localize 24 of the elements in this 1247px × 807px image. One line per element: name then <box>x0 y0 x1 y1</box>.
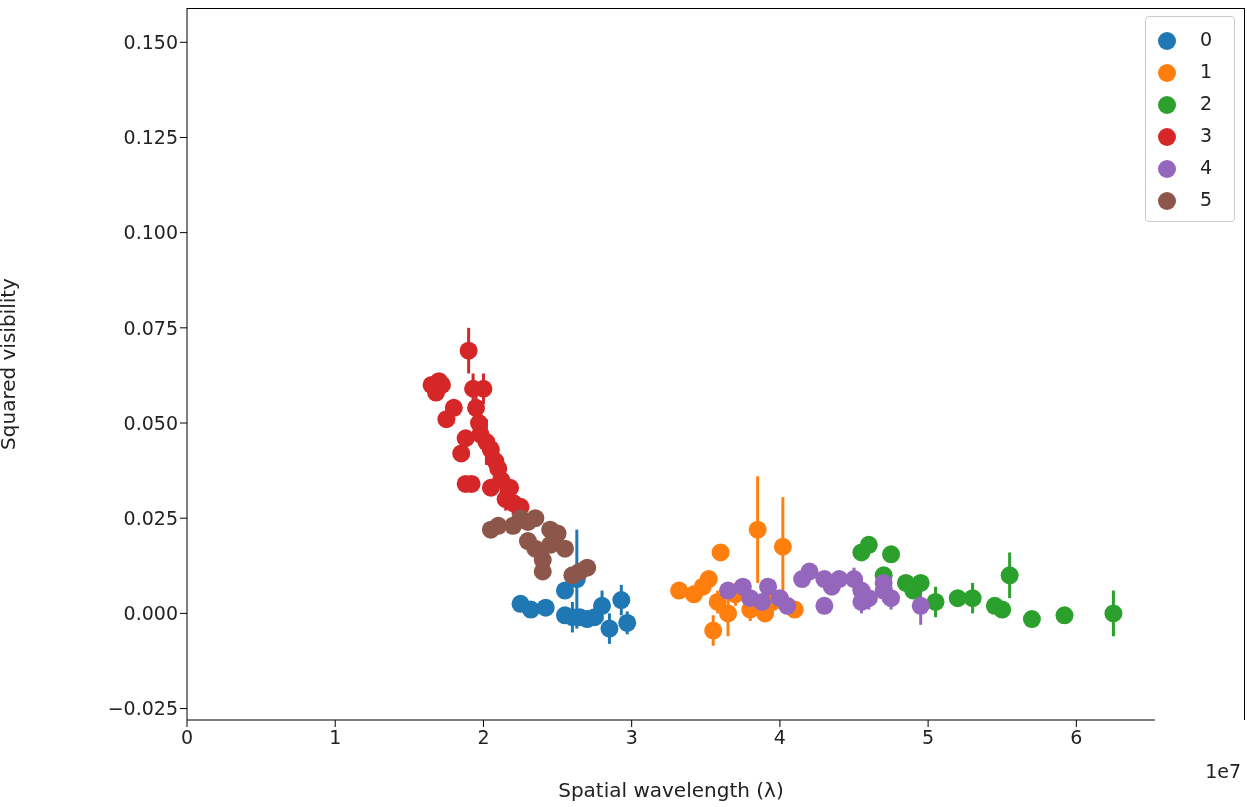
y-tick-label: 0.025 <box>123 506 178 529</box>
x-tick-label: 5 <box>922 726 935 749</box>
y-tick-label: 0.050 <box>123 411 178 434</box>
x-tick-label: 6 <box>1070 726 1083 749</box>
y-tick-label: 0.100 <box>123 221 178 244</box>
x-tick-label: 0 <box>180 726 194 749</box>
legend-label: 5 <box>1199 188 1212 210</box>
y-tick-label: 0.125 <box>123 126 178 149</box>
x-tick-label: 2 <box>477 726 490 749</box>
y-tick-label: 0.150 <box>123 31 178 54</box>
legend-label: 1 <box>1199 60 1212 82</box>
legend-label: 4 <box>1199 156 1212 178</box>
y-tick-label: −0.025 <box>107 697 178 720</box>
text: 1e7 <box>1205 760 1241 782</box>
legend-label: 3 <box>1199 124 1212 146</box>
y-tick-label: 0.075 <box>123 316 178 339</box>
legend-label: 2 <box>1199 92 1212 114</box>
legend-label: 0 <box>1199 28 1212 50</box>
x-axis-title: Spatial wavelength (λ) <box>558 778 784 802</box>
x-tick-label: 3 <box>625 726 638 749</box>
y-tick-label: 0.000 <box>123 602 178 625</box>
x-tick-label: 1 <box>329 726 342 749</box>
y-axis-title: Squared visibility <box>0 277 21 450</box>
x-tick-label: 4 <box>773 726 786 749</box>
